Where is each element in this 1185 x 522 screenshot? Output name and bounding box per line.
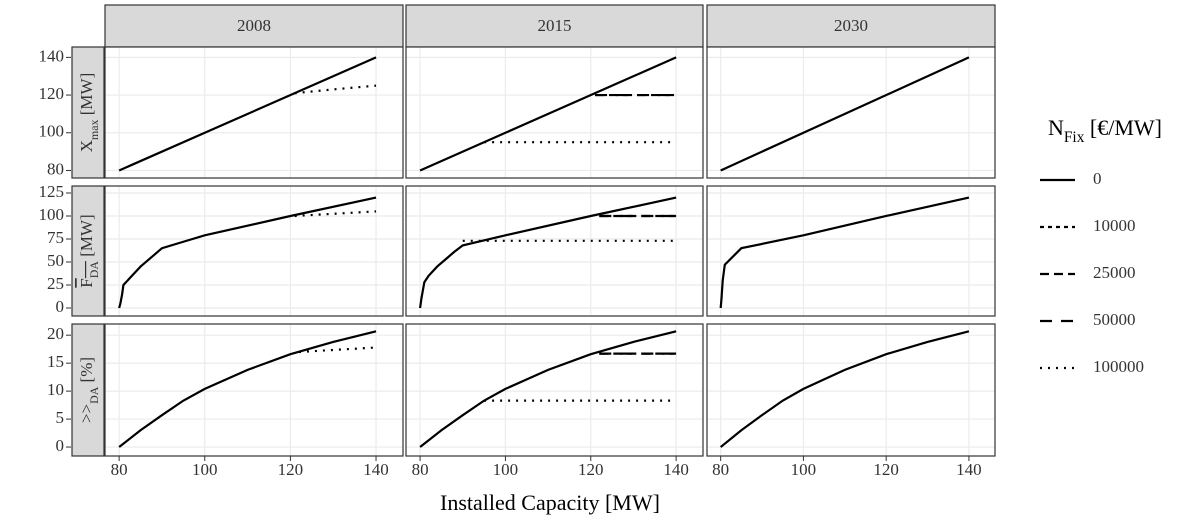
legend-label: 0 — [1093, 169, 1102, 188]
panel-border — [405, 185, 704, 317]
legend-title-unit: [€/MW] — [1084, 115, 1162, 140]
x-tick-label: 140 — [363, 460, 389, 479]
column-strip — [706, 4, 996, 48]
column-strip-label: 2030 — [834, 16, 868, 35]
line — [418, 196, 677, 309]
panel-border — [104, 46, 404, 179]
row-strip-label-unit: [MW] — [77, 214, 96, 261]
y-tick-label: 0 — [56, 297, 65, 316]
row-strip-label: Xmax [MW] — [77, 73, 101, 153]
panel-border — [104, 323, 404, 457]
row-strip-label-sub: DA — [87, 386, 101, 404]
y-tick-label: 20 — [47, 324, 64, 343]
legend-label: 50000 — [1093, 310, 1136, 329]
y-tick-label: 10 — [47, 380, 64, 399]
x-tick-label: 120 — [873, 460, 899, 479]
column-strip-label: 2015 — [538, 16, 572, 35]
row-strip-label-main: F — [77, 278, 96, 287]
row-strip-label: FDA [MW] — [77, 214, 101, 287]
panel-background — [406, 47, 703, 178]
x-tick-label: 100 — [791, 460, 817, 479]
row-strip-label-sub: max — [87, 119, 101, 140]
x-tick-label: 100 — [192, 460, 218, 479]
panel-background — [707, 47, 995, 178]
panel-background — [406, 186, 703, 316]
row-strip-label-unit: [MW] — [77, 73, 96, 120]
y-tick-label: 100 — [39, 122, 65, 141]
y-tick-label: 80 — [47, 159, 64, 178]
line — [419, 56, 677, 172]
line — [118, 196, 377, 309]
y-tick-label: 120 — [39, 84, 65, 103]
panel-border — [706, 46, 996, 179]
x-tick-label: 120 — [578, 460, 604, 479]
y-tick-label: 0 — [56, 436, 65, 455]
line — [419, 330, 677, 448]
line — [298, 346, 377, 354]
row-strip-label-main: >> — [77, 404, 96, 423]
x-tick-label: 80 — [412, 460, 429, 479]
legend-label: 10000 — [1093, 216, 1136, 235]
panel-background — [105, 47, 403, 178]
row-strip — [71, 185, 105, 317]
y-tick-label: 100 — [39, 205, 65, 224]
y-tick-label: 75 — [47, 228, 64, 247]
row-strip-label-sub: DA — [87, 261, 101, 279]
y-tick-label: 125 — [39, 182, 65, 201]
line — [118, 330, 377, 448]
line — [294, 210, 377, 218]
panel-border — [706, 185, 996, 317]
legend-title-sub: Fix — [1064, 129, 1085, 146]
panel-background — [707, 186, 995, 316]
y-tick-label: 5 — [56, 408, 65, 427]
x-tick-label: 100 — [493, 460, 519, 479]
y-tick-label: 50 — [47, 251, 64, 270]
line — [118, 56, 377, 172]
row-strip-label: >>DA [%] — [77, 357, 101, 423]
panel-background — [105, 186, 403, 316]
line — [719, 196, 970, 309]
panel-background — [105, 324, 403, 456]
y-tick-label: 140 — [39, 46, 65, 65]
x-tick-label: 140 — [956, 460, 982, 479]
panel-border — [405, 323, 704, 457]
panel-border — [706, 323, 996, 457]
panel-border — [104, 185, 404, 317]
x-tick-label: 80 — [712, 460, 729, 479]
legend-label: 25000 — [1093, 263, 1136, 282]
x-tick-label: 80 — [111, 460, 128, 479]
panel-background — [707, 324, 995, 456]
row-strip-label-main: X — [77, 140, 96, 152]
y-tick-label: 25 — [47, 274, 64, 293]
y-tick-label: 15 — [47, 352, 64, 371]
legend-label: 100000 — [1093, 357, 1144, 376]
line — [719, 330, 970, 448]
x-tick-label: 140 — [663, 460, 689, 479]
x-tick-label: 120 — [278, 460, 304, 479]
row-strip — [71, 46, 105, 179]
column-strip — [104, 4, 404, 48]
row-strip — [71, 323, 105, 457]
line — [720, 56, 970, 172]
panel-background — [406, 324, 703, 456]
legend-title-main: N — [1048, 115, 1064, 140]
legend-title: NFix [€/MW] — [1048, 115, 1162, 146]
panel-border — [405, 46, 704, 179]
x-axis-title: Installed Capacity [MW] — [440, 490, 660, 515]
row-strip-label-unit: [%] — [77, 357, 96, 387]
column-strip — [405, 4, 704, 48]
column-strip-label: 2008 — [237, 16, 271, 35]
